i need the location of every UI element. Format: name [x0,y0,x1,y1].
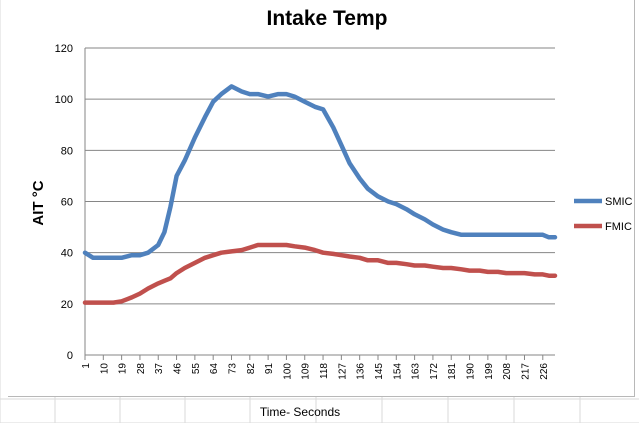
x-tick-label: 109 [301,363,312,380]
x-tick-label: 28 [136,363,147,375]
x-tick-label: 64 [209,363,220,375]
x-tick-label: 118 [319,363,330,379]
legend-label-smic: SMIC [605,196,633,208]
y-axis-label: AIT °C [30,180,47,225]
chart-title: Intake Temp [267,7,388,30]
x-tick-label: 181 [447,363,458,380]
y-tick-label: 120 [55,43,73,55]
y-tick-label: 60 [61,197,73,209]
x-tick-label: 82 [246,363,257,375]
y-axis-ticks: 0 20 40 60 80 100 120 [55,43,73,362]
series-line-fmic [82,242,558,305]
x-tick-label: 172 [429,363,440,380]
x-tick-label: 91 [264,363,275,375]
gridlines [84,47,555,356]
x-tick-label: 127 [337,363,348,380]
legend: SMIC FMIC [574,196,633,233]
legend-label-fmic: FMIC [605,221,632,233]
line-chart: Intake Temp AIT °C 0 20 40 60 80 100 120 1 10 19… [30,7,633,380]
y-tick-label: 80 [61,145,73,157]
x-tick-label: 19 [118,363,129,375]
y-tick-label: 40 [61,248,73,260]
x-axis-label: Time- Seconds [259,405,341,419]
x-tick-label: 208 [502,363,513,380]
x-tick-label: 136 [356,363,367,380]
y-tick-label: 100 [55,94,73,106]
x-tick-label: 145 [374,363,385,380]
x-tick-label: 226 [539,363,550,380]
x-tick-label: 217 [520,363,531,380]
x-tick-label: 55 [191,363,202,375]
x-tick-label: 46 [173,363,184,375]
x-tick-label: 1 [81,363,92,369]
chart-area[interactable]: Intake Temp AIT °C 0 20 40 60 80 100 120 1 10 19… [8,0,635,397]
x-tick-label: 100 [282,363,293,380]
series-lines [82,84,558,305]
x-tick-label: 199 [484,363,495,380]
x-tick-label: 10 [99,363,110,375]
x-tick-label: 37 [154,363,165,375]
x-tick-label: 73 [227,363,238,375]
y-tick-label: 20 [61,299,73,311]
y-tick-label: 0 [67,350,73,362]
x-tick-label: 190 [466,363,477,380]
x-tick-label: 163 [411,363,422,380]
x-axis-ticks: 1 10 19 28 37 46 55 64 73 82 91 100 109 118 127 136 145 1… [81,355,550,380]
x-tick-label: 154 [392,363,403,380]
series-line-smic [82,84,558,261]
